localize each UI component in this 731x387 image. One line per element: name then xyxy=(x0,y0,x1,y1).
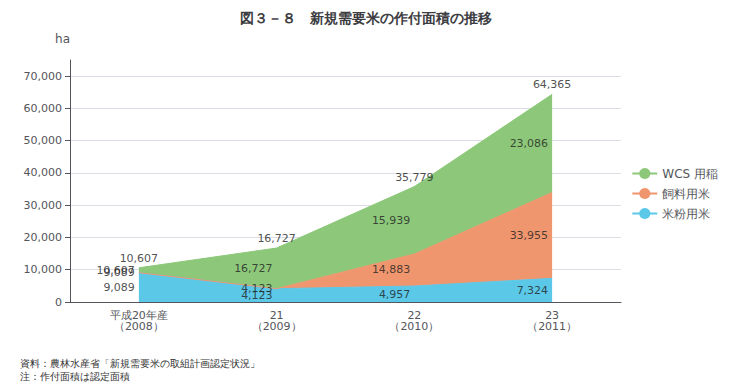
svg-text:図３－８ 新規需要米の作付面積の推移: 図３－８ 新規需要米の作付面積の推移 xyxy=(240,10,492,26)
svg-text:注：作付面積は認定面積: 注：作付面積は認定面積 xyxy=(20,371,130,382)
svg-text:33,955: 33,955 xyxy=(510,229,549,242)
svg-text:米粉用米: 米粉用米 xyxy=(662,207,710,221)
svg-text:50,000: 50,000 xyxy=(24,134,63,147)
svg-text:0: 0 xyxy=(55,296,62,309)
svg-text:40,000: 40,000 xyxy=(24,166,63,179)
svg-text:35,779: 35,779 xyxy=(395,171,434,184)
svg-text:30,000: 30,000 xyxy=(24,199,63,212)
svg-text:16,727: 16,727 xyxy=(234,262,273,275)
svg-text:21: 21 xyxy=(269,309,284,322)
svg-text:WCS 用稲: WCS 用稲 xyxy=(662,167,718,181)
svg-text:70,000: 70,000 xyxy=(24,70,63,83)
svg-text:14,883: 14,883 xyxy=(372,263,411,276)
svg-text:16,727: 16,727 xyxy=(257,232,296,245)
svg-text:7,324: 7,324 xyxy=(517,284,549,297)
svg-text:（2008）: （2008） xyxy=(114,320,164,333)
svg-text:（2009）: （2009） xyxy=(252,320,302,333)
svg-text:23: 23 xyxy=(545,309,560,322)
svg-text:9,089: 9,089 xyxy=(103,281,135,294)
svg-text:4,123: 4,123 xyxy=(241,289,273,302)
svg-text:4,957: 4,957 xyxy=(379,288,411,301)
svg-text:20,000: 20,000 xyxy=(24,231,63,244)
svg-text:15,939: 15,939 xyxy=(372,214,411,227)
svg-text:60,000: 60,000 xyxy=(24,102,63,115)
svg-text:平成20年産: 平成20年産 xyxy=(109,309,168,322)
svg-text:10,607: 10,607 xyxy=(119,251,159,265)
svg-text:22: 22 xyxy=(407,309,422,322)
svg-text:64,365: 64,365 xyxy=(533,78,572,91)
svg-text:（2011）: （2011） xyxy=(527,320,577,333)
svg-text:23,086: 23,086 xyxy=(510,137,549,150)
svg-text:飼料用米: 飼料用米 xyxy=(662,187,710,201)
svg-text:10,000: 10,000 xyxy=(24,263,63,276)
svg-text:資料：農林水産省「新規需要米の取組計画認定状況」: 資料：農林水産省「新規需要米の取組計画認定状況」 xyxy=(20,358,260,369)
svg-text:ha: ha xyxy=(55,32,70,46)
svg-text:（2010）: （2010） xyxy=(389,320,439,333)
svg-text:9,089: 9,089 xyxy=(103,266,135,279)
